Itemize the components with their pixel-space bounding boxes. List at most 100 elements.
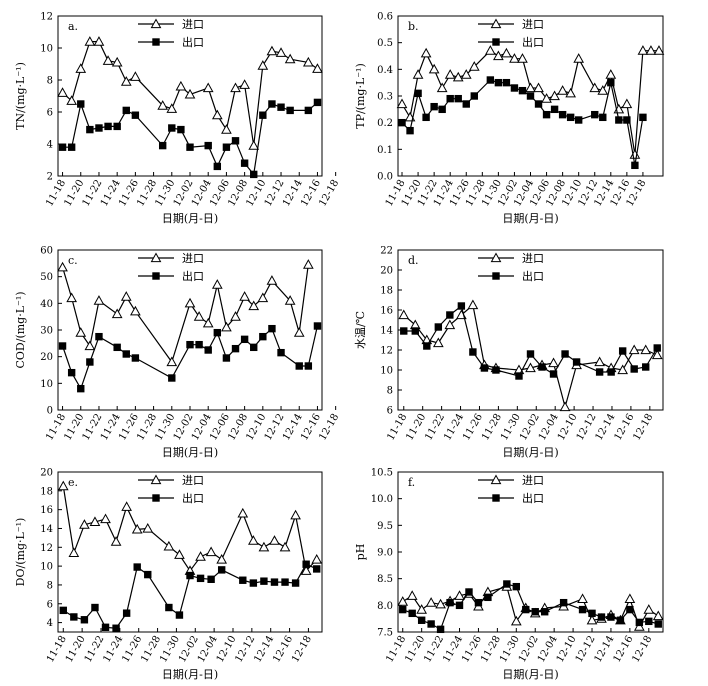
data-point-outlet <box>222 143 231 151</box>
y-tick-label: 10.5 <box>371 468 393 479</box>
data-point-outlet <box>474 598 483 607</box>
data-point-inlet <box>195 551 206 561</box>
data-point-outlet <box>503 580 511 588</box>
data-point-inlet <box>266 275 278 285</box>
data-point-inlet <box>275 47 287 57</box>
panel-d-water-temp-chart: 681012141618202211-1811-2011-2211-2411-2… <box>354 246 664 459</box>
data-point-inlet <box>573 53 585 63</box>
y-tick-label: 0.3 <box>377 92 393 103</box>
data-point-outlet <box>113 343 121 352</box>
y-tick-label: 14 <box>380 326 393 337</box>
data-point-inlet <box>193 311 205 321</box>
data-point-outlet <box>522 605 530 614</box>
data-point-outlet <box>240 159 249 167</box>
y-tick-label: 60 <box>40 246 53 257</box>
data-point-outlet <box>510 84 519 92</box>
data-point-inlet <box>66 292 78 303</box>
data-point-inlet <box>57 261 68 272</box>
data-point-outlet <box>204 346 212 354</box>
data-point-inlet <box>75 63 87 73</box>
panel-label: f. <box>408 476 415 489</box>
data-point-inlet <box>248 140 260 150</box>
y-tick-label: 22 <box>380 246 393 257</box>
data-point-outlet <box>168 124 176 132</box>
data-point-inlet <box>302 56 314 67</box>
data-point-outlet <box>158 141 167 150</box>
data-point-outlet <box>250 343 258 352</box>
data-point-outlet <box>196 574 205 583</box>
data-point-outlet <box>438 105 446 114</box>
y-axis-label: TN/(mg·L⁻¹) <box>14 62 27 130</box>
data-point-outlet <box>77 100 85 108</box>
panel-e-do-chart: 46810121416182011-1811-2011-2211-2411-26… <box>14 468 323 681</box>
x-axis-label: 日期(月-日) <box>162 212 218 225</box>
y-tick-label: 0.4 <box>377 65 393 76</box>
data-point-outlet <box>417 616 426 624</box>
legend-label: 进口 <box>182 474 204 487</box>
y-tick-label: 18 <box>380 286 393 297</box>
data-point-inlet <box>166 103 178 113</box>
data-point-inlet <box>174 549 185 559</box>
data-point-inlet <box>444 69 456 79</box>
data-point-outlet <box>144 570 152 579</box>
x-axis-label: 日期(月-日) <box>502 668 558 681</box>
data-point-inlet <box>57 87 68 97</box>
data-point-outlet <box>531 608 539 616</box>
data-point-outlet <box>540 608 549 616</box>
data-point-outlet <box>239 576 247 584</box>
data-point-inlet <box>467 299 479 310</box>
data-point-outlet <box>277 348 285 357</box>
data-point-inlet <box>509 53 520 63</box>
data-point-outlet <box>67 143 76 151</box>
data-point-inlet <box>230 82 241 93</box>
data-point-outlet <box>122 350 130 358</box>
data-point-inlet <box>633 621 645 631</box>
data-point-outlet <box>626 605 634 614</box>
data-point-inlet <box>577 593 588 604</box>
data-point-outlet <box>77 384 85 393</box>
data-point-inlet <box>166 356 178 367</box>
data-point-inlet <box>412 69 424 79</box>
data-point-outlet <box>207 575 215 583</box>
legend-label: 进口 <box>182 252 204 265</box>
legend-marker <box>150 474 162 485</box>
data-point-inlet <box>216 553 228 564</box>
data-point-inlet <box>102 55 114 65</box>
data-point-inlet <box>269 535 280 545</box>
legend-label: 进口 <box>522 252 544 265</box>
data-point-inlet <box>230 311 241 321</box>
data-point-outlet <box>260 577 268 585</box>
data-point-outlet <box>70 613 78 621</box>
data-point-outlet <box>566 113 575 122</box>
y-tick-label: 6 <box>47 108 53 119</box>
data-point-inlet <box>266 45 278 56</box>
data-point-inlet <box>184 88 196 99</box>
plot-frame <box>57 471 323 633</box>
y-axis-label: DO/(mg·L⁻¹) <box>14 518 27 587</box>
data-point-outlet <box>616 616 625 624</box>
y-tick-label: 0.1 <box>377 145 393 156</box>
data-point-inlet <box>89 516 101 526</box>
data-point-inlet <box>444 319 456 330</box>
data-point-inlet <box>557 85 568 95</box>
data-point-outlet <box>313 98 322 107</box>
data-point-outlet <box>542 110 551 119</box>
data-point-outlet <box>398 118 406 127</box>
data-point-outlet <box>304 362 313 370</box>
data-point-inlet <box>239 291 250 301</box>
legend-marker <box>490 474 502 485</box>
legend-marker <box>152 272 160 280</box>
data-point-outlet <box>58 342 67 350</box>
y-tick-label: 40 <box>40 299 53 310</box>
data-point-inlet <box>312 63 323 73</box>
y-tick-label: 14 <box>40 524 53 535</box>
data-point-outlet <box>430 102 438 111</box>
data-point-outlet <box>217 566 226 574</box>
data-point-outlet <box>515 372 523 380</box>
data-point-inlet <box>594 356 605 367</box>
legend-marker <box>152 494 160 502</box>
data-point-outlet <box>295 362 303 370</box>
data-point-outlet <box>250 170 258 179</box>
data-point-outlet <box>259 332 267 341</box>
data-point-outlet <box>526 92 535 100</box>
